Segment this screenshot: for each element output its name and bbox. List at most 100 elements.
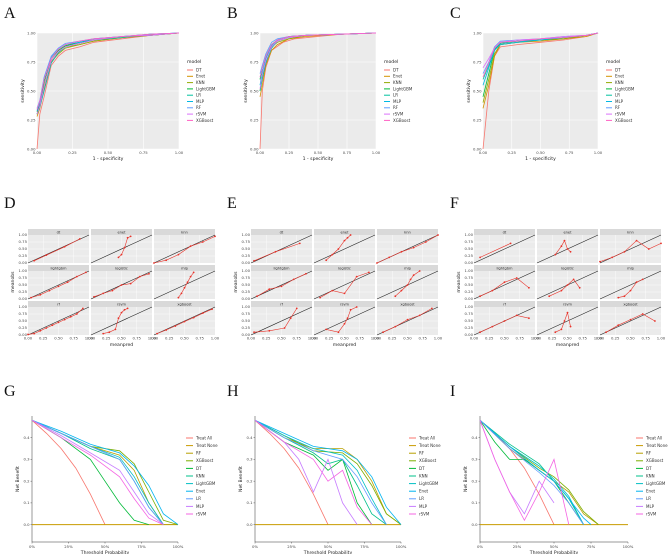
x-tick-label: 1.00: [372, 150, 381, 155]
facet-dt: dt 0.00 0.25 0.50 0.75 1.00: [465, 229, 536, 265]
calibration-point: [349, 234, 352, 236]
dca-line-rSVM: [31, 419, 164, 525]
calibration-point: [305, 272, 307, 275]
dca-line-LightGBM: [479, 419, 584, 525]
facet-knn: knn: [153, 229, 216, 264]
y-tick-label: 0.25: [19, 325, 28, 330]
calibration-point: [431, 307, 433, 310]
legend-title: model: [384, 59, 398, 65]
facet-label: enet: [563, 230, 572, 234]
y-tick-label: 0.4: [471, 435, 478, 440]
calibration-point: [605, 331, 607, 334]
legend-item-LR: LR: [419, 496, 424, 501]
calibration-point: [479, 331, 481, 334]
y-axis-label: meanobs: [456, 271, 462, 293]
legend-item-MLP: MLP: [393, 99, 402, 104]
dca-line-MLP: [31, 419, 164, 525]
y-axis-label: sensitivity: [243, 79, 249, 103]
calibration-point: [129, 235, 132, 238]
legend-item-RF: RF: [419, 451, 425, 456]
calibration-point: [337, 331, 340, 334]
y-tick-label: 0.00: [473, 146, 482, 151]
y-tick-label: 0.00: [19, 332, 28, 337]
x-tick-label: 0.75: [419, 336, 428, 341]
y-axis-label: sensitivity: [466, 79, 472, 103]
dca-line-Enet: [254, 419, 402, 525]
x-tick-label: 75%: [587, 544, 596, 549]
facet-mlp: mlp: [153, 265, 216, 300]
facet-label: dt: [57, 230, 61, 234]
y-axis-label: Net Benefit: [15, 466, 21, 492]
x-tick-label: 0.50: [340, 336, 349, 341]
facet-strip: [537, 265, 598, 271]
calibration-point: [75, 313, 78, 315]
x-axis-label: 1 - specificity: [93, 156, 124, 162]
x-tick-label: 25%: [513, 544, 522, 549]
legend-item-rSVM: rSVM: [419, 511, 430, 516]
y-tick-label: 0.1: [23, 500, 30, 505]
calibration-point: [82, 307, 84, 310]
calibration-point: [117, 317, 120, 320]
x-tick-label: 0%: [252, 544, 258, 549]
dca-line-Enet: [479, 419, 592, 525]
calibration-point: [412, 274, 415, 277]
y-tick-label: 0.4: [246, 435, 253, 440]
y-tick-label: 0.50: [465, 282, 474, 287]
dca-line-RF: [31, 419, 178, 525]
y-tick-label: 0.00: [465, 260, 474, 265]
roc-line-XGBoost: [36, 32, 180, 110]
calibration-point: [93, 295, 95, 298]
reference-line: [153, 234, 216, 264]
facet-label: enet: [117, 230, 126, 234]
reference-line: [27, 306, 90, 336]
facet-label: rsvm: [340, 302, 349, 306]
y-tick-label: 0.25: [465, 325, 474, 330]
facet-label: rsvm: [563, 302, 572, 306]
x-tick-label: 1.00: [531, 336, 540, 341]
legend-item-KNN: KNN: [615, 80, 624, 85]
x-tick-label: 0.25: [285, 150, 294, 155]
legend-item-LR: LR: [646, 496, 651, 501]
y-tick-label: 0.50: [27, 88, 36, 93]
y-tick-label: 1.00: [27, 30, 36, 35]
calibration-point: [75, 275, 78, 278]
legend-title: model: [606, 59, 620, 65]
reference-line: [313, 306, 376, 336]
calibration-point: [325, 328, 328, 331]
y-tick-label: 0.25: [465, 289, 474, 294]
calibration-point: [283, 327, 286, 329]
facet-logistic: logistic: [313, 265, 376, 300]
calibration-point: [578, 286, 581, 289]
legend-item-RF: RF: [646, 451, 652, 456]
legend-item-MLP: MLP: [646, 504, 655, 509]
legend-item-XGBoost: XGBoost: [419, 458, 437, 463]
x-axis-label: meanpred: [110, 342, 134, 348]
x-tick-label: 0.25: [68, 150, 77, 155]
x-tick-label: 25%: [287, 544, 296, 549]
y-tick-label: 0.75: [27, 59, 36, 64]
y-tick-label: 0.50: [19, 282, 28, 287]
legend-item-Enet: Enet: [196, 489, 206, 494]
facet-rsvm: rsvm 0.00 0.25 0.50 0.75 1.00: [87, 301, 157, 341]
y-tick-label: 0.0: [471, 522, 478, 527]
calibration-point: [78, 238, 81, 240]
y-tick-label: 0.3: [471, 457, 478, 462]
y-tick-label: 0.00: [27, 146, 36, 151]
y-tick-label: 0.50: [19, 246, 28, 251]
facet-mlp: mlp: [599, 265, 662, 300]
facet-knn: knn: [376, 229, 439, 264]
facet-strip: [600, 301, 661, 307]
calibration-point: [39, 293, 42, 296]
legend-item-rSVM: rSVM: [196, 511, 207, 516]
calibration-point: [156, 332, 158, 335]
calibration-panel-E: dt 0.00 0.25 0.50 0.75 1.00 enet knn lightgbm 0.0…: [233, 229, 443, 348]
x-tick-label: 1.00: [148, 336, 157, 341]
calibration-point: [368, 271, 370, 274]
legend-item-XGBoost: XGBoost: [393, 118, 411, 123]
calibration-point: [343, 239, 346, 242]
calibration-point: [331, 253, 334, 256]
calibration-point: [189, 275, 192, 278]
facet-rf: rf0.000.250.500.751.000.00 0.25 0.50 0.75 1.…: [19, 301, 94, 341]
calibration-point: [148, 272, 150, 275]
x-tick-label: 0.25: [102, 336, 111, 341]
